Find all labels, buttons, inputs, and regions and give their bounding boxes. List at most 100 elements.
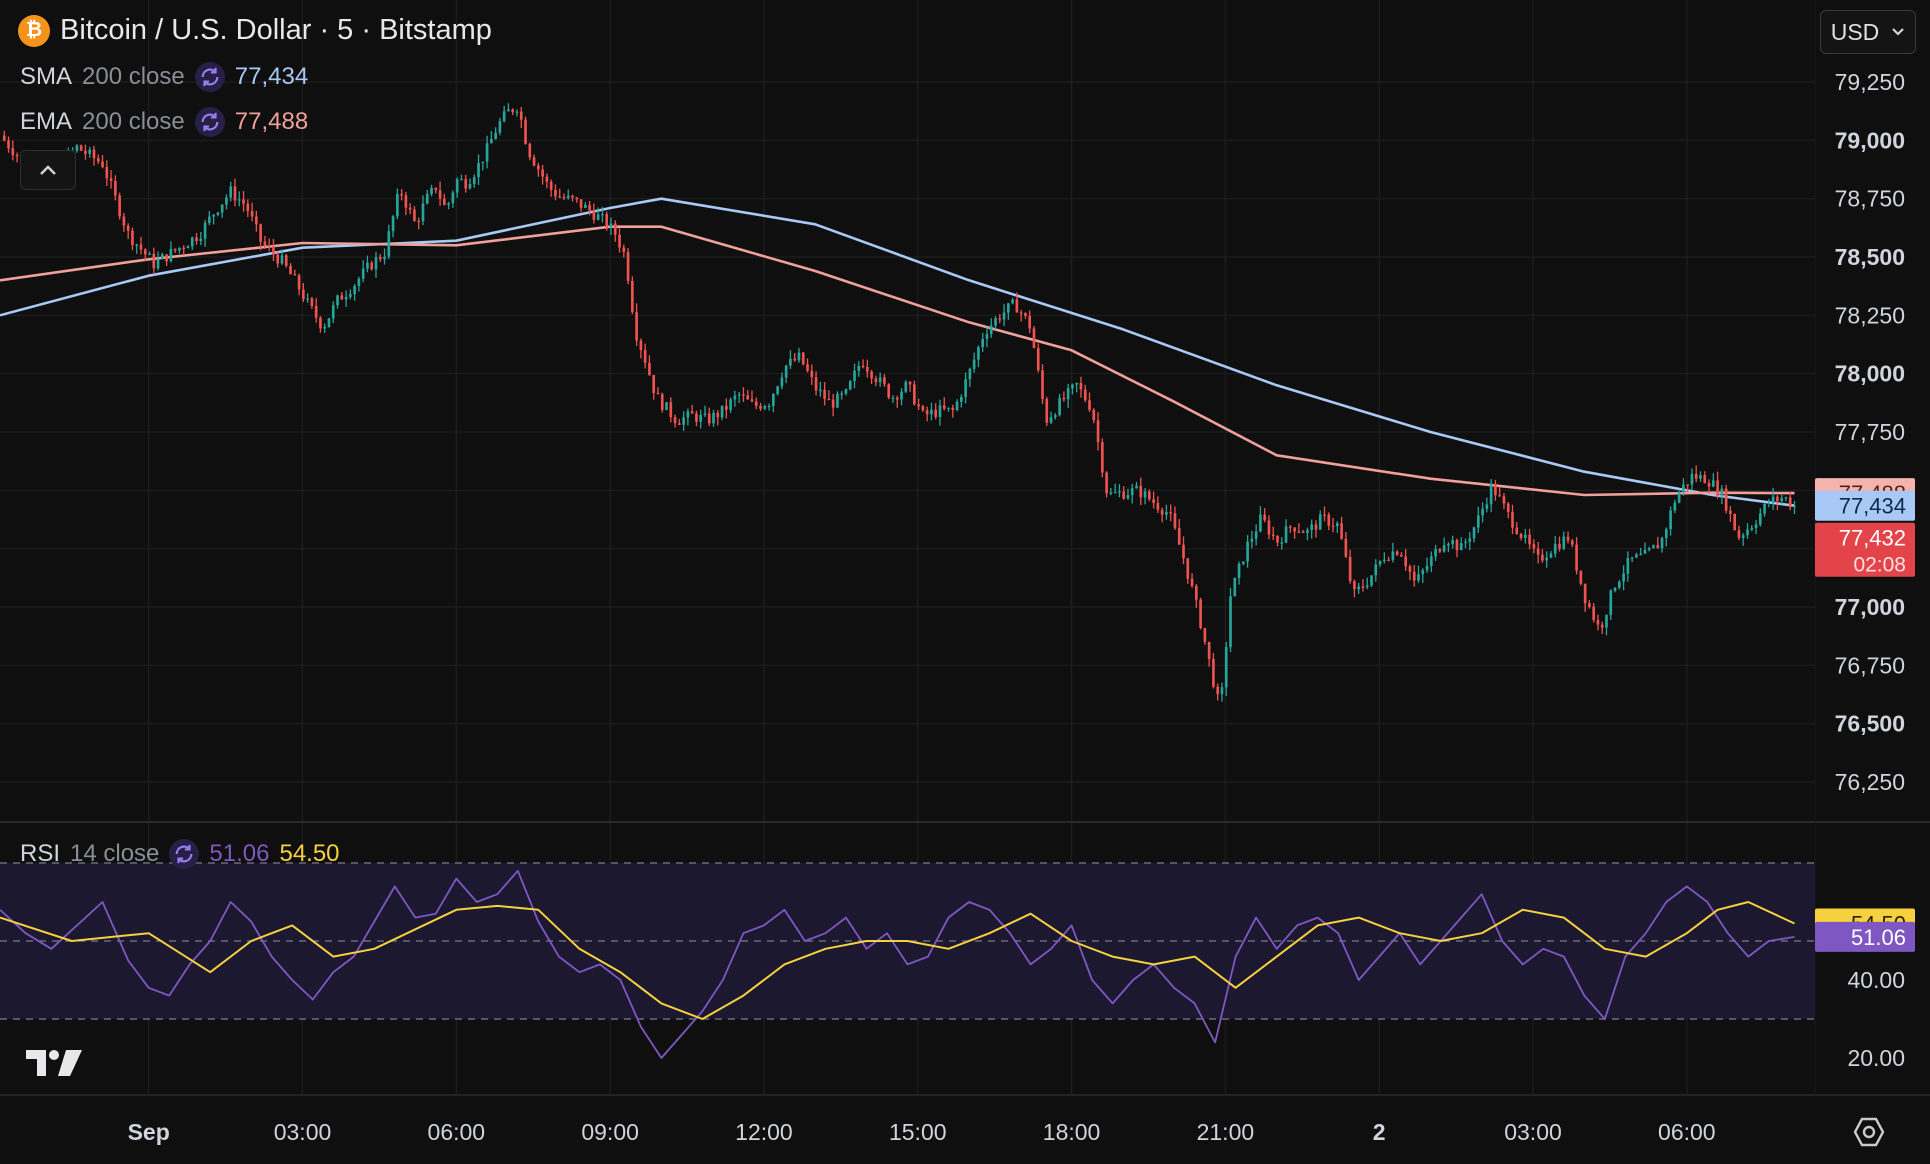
- candle[interactable]: [1054, 415, 1057, 418]
- candle[interactable]: [686, 411, 690, 418]
- candles[interactable]: [2, 103, 1796, 702]
- candle[interactable]: [1763, 503, 1766, 514]
- candle[interactable]: [1088, 400, 1091, 410]
- candle[interactable]: [490, 139, 493, 144]
- candle[interactable]: [1327, 514, 1331, 526]
- candle[interactable]: [562, 197, 566, 199]
- candle[interactable]: [455, 179, 459, 193]
- candle[interactable]: [1553, 543, 1557, 554]
- candle[interactable]: [212, 214, 215, 217]
- candle[interactable]: [1289, 526, 1292, 528]
- candle[interactable]: [853, 370, 856, 382]
- candle[interactable]: [1160, 509, 1164, 515]
- candle[interactable]: [938, 405, 942, 417]
- candle[interactable]: [1485, 504, 1489, 509]
- candle[interactable]: [1541, 554, 1544, 561]
- candle[interactable]: [1340, 523, 1343, 539]
- candle[interactable]: [1075, 383, 1079, 385]
- candle[interactable]: [733, 395, 737, 400]
- candle[interactable]: [955, 401, 959, 410]
- candle[interactable]: [438, 190, 442, 199]
- candle[interactable]: [502, 111, 506, 122]
- candle[interactable]: [1596, 619, 1600, 625]
- candle[interactable]: [1323, 514, 1326, 516]
- candle[interactable]: [96, 158, 100, 162]
- candle[interactable]: [408, 207, 412, 210]
- rsi-legend[interactable]: RSI 14 close 51.06 54.50: [20, 839, 340, 869]
- candle[interactable]: [566, 195, 570, 198]
- candle[interactable]: [242, 199, 245, 204]
- candle[interactable]: [1284, 526, 1288, 543]
- candle[interactable]: [293, 274, 297, 276]
- candle[interactable]: [780, 377, 784, 387]
- candle[interactable]: [947, 407, 950, 409]
- candle[interactable]: [336, 295, 339, 306]
- candle[interactable]: [1793, 505, 1796, 508]
- candle[interactable]: [857, 365, 861, 371]
- candle[interactable]: [1412, 571, 1416, 581]
- candle[interactable]: [1502, 496, 1506, 504]
- candle[interactable]: [1566, 536, 1570, 541]
- candle[interactable]: [139, 244, 143, 250]
- candle[interactable]: [1169, 512, 1173, 514]
- candle[interactable]: [15, 155, 19, 157]
- candle[interactable]: [977, 347, 980, 360]
- cycle-icon[interactable]: [194, 107, 225, 137]
- candle[interactable]: [1331, 525, 1335, 527]
- candle[interactable]: [942, 405, 946, 409]
- candle[interactable]: [199, 238, 203, 242]
- candle[interactable]: [1442, 545, 1446, 552]
- candle[interactable]: [1464, 541, 1467, 544]
- candle[interactable]: [11, 148, 15, 156]
- candle[interactable]: [968, 368, 972, 380]
- candle[interactable]: [276, 254, 280, 264]
- candle[interactable]: [498, 121, 502, 133]
- settings-icon[interactable]: [1852, 1115, 1886, 1149]
- candle[interactable]: [1434, 549, 1437, 557]
- candle[interactable]: [1690, 473, 1694, 485]
- candle[interactable]: [131, 230, 134, 246]
- candle[interactable]: [310, 298, 314, 306]
- candle[interactable]: [186, 246, 190, 249]
- candle[interactable]: [836, 393, 839, 408]
- candle[interactable]: [451, 192, 455, 204]
- candle[interactable]: [84, 150, 87, 154]
- candle[interactable]: [793, 358, 797, 361]
- candle[interactable]: [1626, 557, 1630, 574]
- candle[interactable]: [1353, 581, 1356, 590]
- candle[interactable]: [1609, 590, 1613, 615]
- candle[interactable]: [1314, 524, 1318, 530]
- candle[interactable]: [1378, 561, 1382, 565]
- candle[interactable]: [1583, 583, 1587, 604]
- candle[interactable]: [1707, 483, 1711, 487]
- candle[interactable]: [1771, 496, 1775, 503]
- candle[interactable]: [1148, 491, 1151, 500]
- candle[interactable]: [537, 165, 540, 170]
- candle[interactable]: [340, 295, 344, 300]
- candle[interactable]: [883, 377, 886, 385]
- candle[interactable]: [1528, 534, 1531, 545]
- candle[interactable]: [378, 257, 382, 260]
- candle[interactable]: [1506, 503, 1510, 512]
- candle[interactable]: [161, 254, 164, 260]
- candle[interactable]: [391, 216, 395, 232]
- candle[interactable]: [1186, 558, 1190, 579]
- tradingview-logo-icon[interactable]: [26, 1048, 84, 1083]
- candle[interactable]: [707, 413, 711, 424]
- candle[interactable]: [1083, 389, 1087, 401]
- candle[interactable]: [1015, 299, 1019, 313]
- candle[interactable]: [720, 405, 724, 418]
- candle[interactable]: [1468, 538, 1472, 542]
- candle[interactable]: [532, 157, 536, 166]
- candle[interactable]: [592, 210, 596, 220]
- candle[interactable]: [1588, 603, 1591, 607]
- candle[interactable]: [716, 412, 720, 418]
- candle[interactable]: [1447, 543, 1450, 546]
- candle[interactable]: [725, 405, 728, 410]
- candle[interactable]: [1498, 495, 1502, 497]
- candle[interactable]: [7, 140, 10, 149]
- candle[interactable]: [904, 381, 908, 392]
- candle[interactable]: [1242, 561, 1245, 564]
- candle[interactable]: [1297, 531, 1301, 533]
- candle[interactable]: [1280, 542, 1284, 544]
